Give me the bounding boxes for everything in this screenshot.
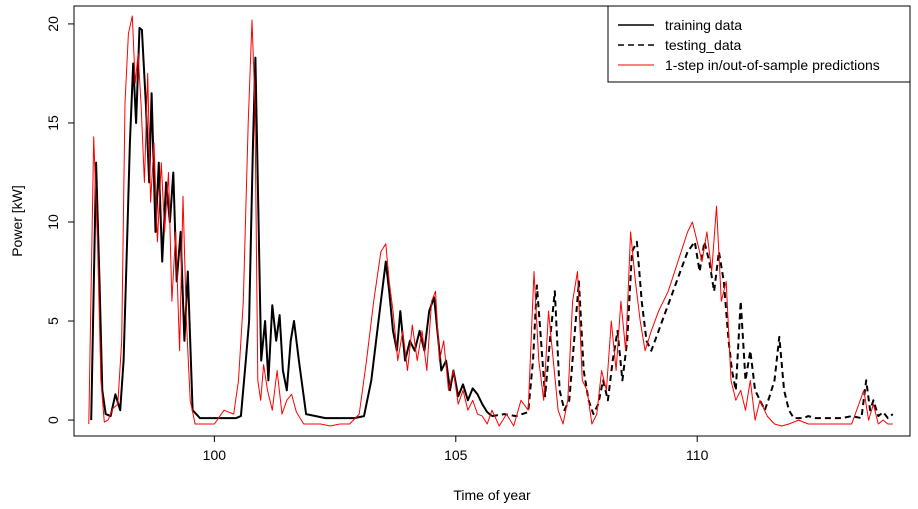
legend-box xyxy=(607,5,911,83)
x-axis: 100 105 110 xyxy=(203,436,709,463)
y-axis: 0 5 10 15 20 xyxy=(45,16,74,424)
y-tick-label: 5 xyxy=(45,317,61,325)
series-layer xyxy=(88,15,894,427)
plot-frame xyxy=(73,5,911,437)
y-tick-label: 10 xyxy=(45,214,61,230)
y-axis-title: Power [kW] xyxy=(9,185,25,257)
y-tick-label: 20 xyxy=(45,16,61,32)
series-training-line xyxy=(90,26,493,421)
legend-label-predictions: 1-step in/out-of-sample predictions xyxy=(665,57,880,73)
legend-label-training: training data xyxy=(665,17,742,33)
x-tick-label: 110 xyxy=(686,447,709,463)
legend-label-testing: testing_data xyxy=(665,37,741,53)
x-tick-label: 105 xyxy=(444,447,468,463)
series-testing-line xyxy=(491,240,894,420)
legend: training data testing_data 1-step in/out… xyxy=(607,5,911,83)
x-axis-title: Time of year xyxy=(453,487,531,503)
x-tick-label: 100 xyxy=(203,447,227,463)
y-tick-label: 0 xyxy=(45,416,61,424)
y-tick-label: 15 xyxy=(45,115,61,131)
series-predictions-line xyxy=(88,15,893,427)
